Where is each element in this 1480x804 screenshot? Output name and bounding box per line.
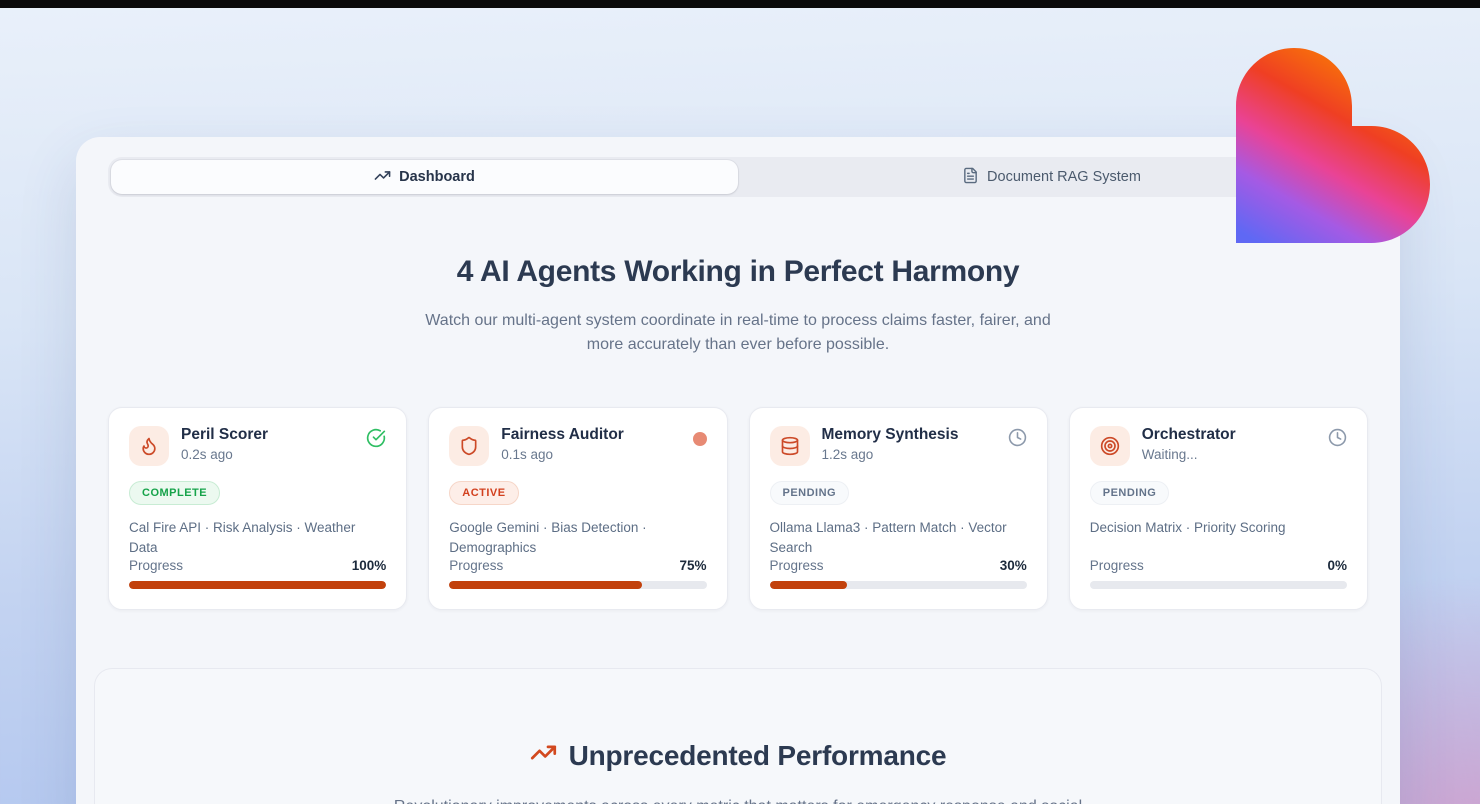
progress-bar [449,581,707,589]
progress-bar [769,581,1027,589]
shield-icon [449,426,490,466]
top-bar [0,0,1480,8]
agent-card-fairness-auditor: Fairness Auditor 0.1s ago ACTIVE Google … [428,407,728,610]
agent-tools: Decision Matrix · Priority Scoring [1089,520,1286,535]
clock-icon [1008,428,1027,452]
tab-document-rag-system[interactable]: Document RAG System [738,160,1365,194]
agent-name: Fairness Auditor [501,426,624,443]
trending-up-icon [530,739,557,773]
hero-section: 4 AI Agents Working in Perfect Harmony W… [108,255,1368,357]
progress-bar-fill [769,581,847,589]
agent-card-memory-synthesis: Memory Synthesis 1.2s ago PENDING Ollama… [748,407,1048,610]
page-subtitle: Watch our multi-agent system coordinate … [425,312,1051,353]
check-circle-icon [366,428,386,453]
agent-timestamp: 1.2s ago [821,447,874,462]
agent-card-peril-scorer: Peril Scorer 0.2s ago COMPLETE Cal Fire … [108,407,408,610]
agent-name: Peril Scorer [181,426,269,443]
agent-card-orchestrator: Orchestrator Waiting... PENDING Decision… [1068,407,1368,610]
progress-value: 75% [679,558,707,573]
heart-logo [1236,48,1430,243]
main-panel: Dashboard Document RAG System 4 AI Agent… [76,137,1400,804]
document-icon [962,167,979,188]
performance-subtitle: Revolutionary improvements across every … [388,795,1088,804]
status-badge: COMPLETE [129,481,221,505]
trending-up-icon [374,167,391,188]
progress-label: Progress [1089,558,1144,573]
clock-icon [1328,428,1347,452]
performance-section: Unprecedented Performance Revolutionary … [94,668,1382,804]
agent-timestamp: Waiting... [1141,447,1198,462]
database-icon [769,426,810,466]
target-icon [1089,426,1130,466]
card-header: Fairness Auditor 0.1s ago [449,426,707,466]
agent-cards-row: Peril Scorer 0.2s ago COMPLETE Cal Fire … [108,407,1368,610]
progress-value: 0% [1327,558,1347,573]
status-badge: PENDING [769,481,850,505]
progress-bar [129,581,387,589]
status-badge: PENDING [1089,481,1170,505]
tab-rag-label: Document RAG System [987,169,1141,185]
agent-tools: Cal Fire API · Risk Analysis · Weather D… [129,520,356,555]
progress-label: Progress [129,558,184,573]
tab-dashboard-label: Dashboard [399,169,475,185]
progress-value: 100% [351,558,387,573]
page-title: 4 AI Agents Working in Perfect Harmony [456,255,1020,288]
progress-bar-fill [449,581,643,589]
agent-timestamp: 0.1s ago [501,447,554,462]
performance-title: Unprecedented Performance [568,740,947,771]
card-header: Orchestrator Waiting... [1089,426,1347,466]
progress-label: Progress [769,558,824,573]
progress-bar [1089,581,1347,589]
tab-dashboard[interactable]: Dashboard [111,160,738,194]
card-header: Memory Synthesis 1.2s ago [769,426,1027,466]
progress-label: Progress [449,558,504,573]
tab-bar: Dashboard Document RAG System [108,157,1368,197]
flame-icon [129,426,169,466]
status-badge: ACTIVE [449,481,519,505]
progress-value: 30% [999,558,1027,573]
agent-timestamp: 0.2s ago [181,447,233,462]
card-header: Peril Scorer 0.2s ago [129,426,386,466]
agent-name: Orchestrator [1141,426,1236,443]
progress-bar-fill [129,581,387,589]
agent-name: Memory Synthesis [821,426,959,443]
agent-tools: Google Gemini · Bias Detection · Demogra… [449,520,647,555]
agent-tools: Ollama Llama3 · Pattern Match · Vector S… [769,520,1007,555]
active-pulse-dot-icon [692,428,707,446]
